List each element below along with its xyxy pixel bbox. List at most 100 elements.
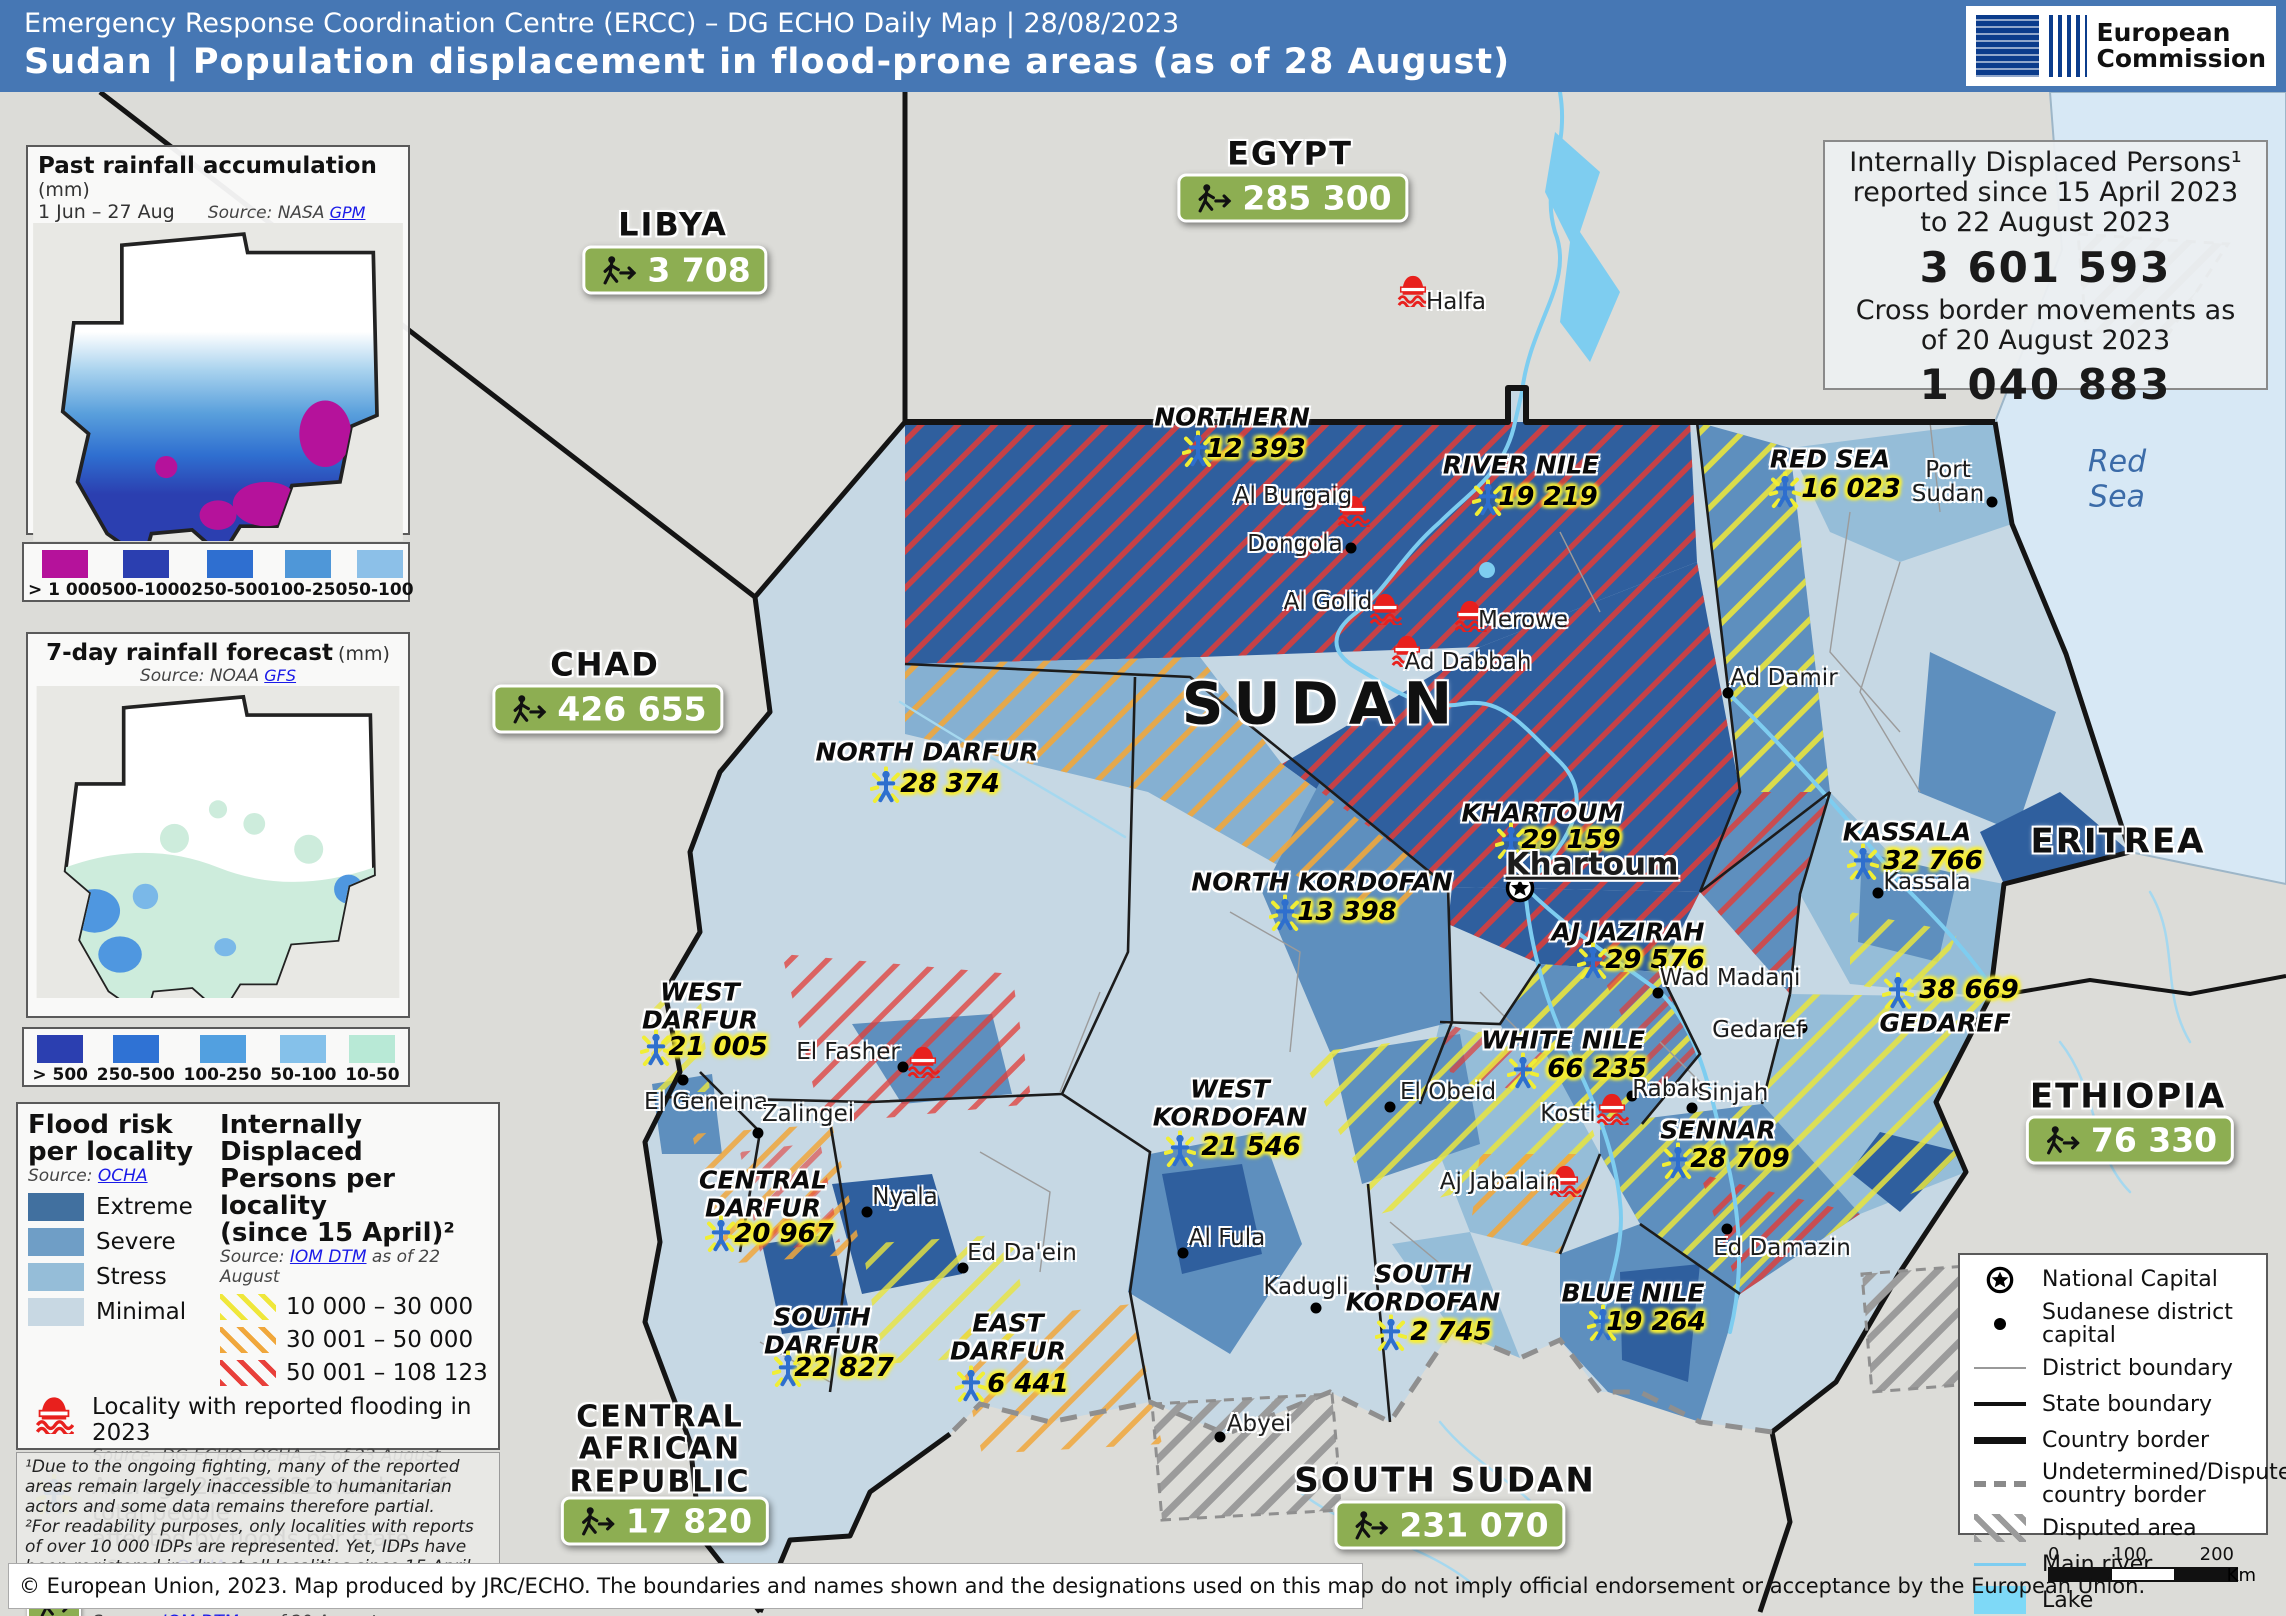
iom-dtm-link[interactable]: IOM DTM xyxy=(289,1247,367,1268)
district-capital-dot xyxy=(677,1074,689,1086)
country-label-chad: CHAD xyxy=(550,645,660,684)
state-label-east-darfur: EAST DARFUR xyxy=(950,1308,1066,1365)
inset-forecast-legend: > 500 250-500 100-250 50-100 10-50 xyxy=(22,1027,410,1087)
city-label-aj-jabalain: Aj Jabalain xyxy=(1439,1168,1561,1195)
city-label-gedaref: Gedaref xyxy=(1712,1016,1804,1043)
inset-past-unit: (mm) xyxy=(38,179,90,201)
district-capital-dot xyxy=(861,1206,873,1218)
cross-border-value-egypt: 285 300 xyxy=(1242,178,1392,218)
state-label-gedaref: GEDAREF xyxy=(1879,1008,2011,1038)
state-affected-sennar: 28 709 xyxy=(1690,1144,1790,1174)
affected-people-icon xyxy=(639,1029,673,1067)
city-label-el-geneina: El Geneina xyxy=(644,1088,768,1115)
idp-legend-title2: Persons per locality xyxy=(220,1164,395,1222)
affected-people-icon xyxy=(1576,942,1610,980)
city-label-kassala: Kassala xyxy=(1883,868,1971,895)
district-capital-dot xyxy=(1796,1022,1808,1034)
district-capital-dot xyxy=(1626,1090,1638,1102)
eu-flag-icon xyxy=(1976,15,2039,77)
country-label-sudan: SUDAN xyxy=(1181,669,1463,738)
district-capital-dot xyxy=(1310,1302,1322,1314)
district-capital-dot xyxy=(1177,1247,1189,1259)
logo-text-line1: European xyxy=(2096,17,2231,47)
cross-border-badge-central-african-republic: 17 820 xyxy=(560,1496,770,1546)
gfs-link[interactable]: GFS xyxy=(264,666,297,685)
scale-bar: 0 100 200 Km xyxy=(2048,1544,2256,1586)
affected-people-icon xyxy=(954,1365,988,1403)
affected-people-icon xyxy=(1586,1304,1620,1342)
ocha-link[interactable]: OCHA xyxy=(97,1166,148,1187)
cross-border-value-ethiopia: 76 330 xyxy=(2090,1120,2218,1160)
district-capital-dot xyxy=(1722,687,1734,699)
country-icon xyxy=(1972,1425,2028,1455)
cross-border-badge-south-sudan: 231 070 xyxy=(1334,1500,1566,1550)
inset-past-rainfall: Past rainfall accumulation (mm) 1 Jun – … xyxy=(26,145,410,563)
district-capital-dot xyxy=(752,1127,764,1139)
city-label-zalingei: Zalingei xyxy=(761,1100,855,1127)
idp-class-10-000-30-000: 10 000 – 30 000 xyxy=(220,1294,488,1321)
idp-class-50-001-108-123: 50 001 – 108 123 xyxy=(220,1360,488,1387)
gpm-link[interactable]: GPM xyxy=(329,203,366,222)
cross-border-badge-egypt: 285 300 xyxy=(1177,173,1409,223)
past-rainfall-legend-item: > 1 000 xyxy=(28,550,101,600)
map-legend-item-national-capital: National Capital xyxy=(1972,1265,2254,1295)
city-label-wad-madani: Wad Madani xyxy=(1659,964,1801,991)
cross-border-badge-chad: 426 655 xyxy=(492,684,724,734)
cross-border-value-central-african-republic: 17 820 xyxy=(625,1501,753,1541)
inset-past-map xyxy=(33,223,403,563)
map-legend-item-country-border: Country border xyxy=(1972,1425,2254,1455)
scale-tick: 0 xyxy=(2048,1544,2060,1565)
city-label-khartoum: Khartoum xyxy=(1505,846,1679,883)
inset-forecast-source: Source: NOAA xyxy=(139,666,260,686)
city-label-sinjah: Sinjah xyxy=(1697,1079,1769,1106)
idp-totals-box: Internally Displaced Persons¹ reported s… xyxy=(1823,140,2268,409)
european-commission-logo: European Commission xyxy=(1966,6,2276,86)
map-legend-item-district-boundary: District boundary xyxy=(1972,1353,2254,1383)
affected-people-icon xyxy=(1846,843,1880,881)
state-label-west-kordofan: WEST KORDOFAN xyxy=(1152,1074,1308,1131)
state-boundaries xyxy=(659,421,1832,1423)
map-legend-item-state-boundary: State boundary xyxy=(1972,1389,2254,1419)
scale-unit: Km xyxy=(2226,1565,2256,1586)
cross-border-value-south-sudan: 231 070 xyxy=(1399,1505,1549,1545)
city-label-ad-dabbah: Ad Dabbah xyxy=(1404,648,1532,675)
city-label-nyala: Nyala xyxy=(872,1183,938,1210)
state-affected-khartoum: 29 159 xyxy=(1521,825,1621,855)
country-label-ethiopia: ETHIOPIA xyxy=(2029,1076,2227,1117)
iom-dtm-link-2[interactable]: IOM DTM xyxy=(162,1612,239,1616)
undetermined-icon xyxy=(1972,1469,2028,1499)
flood-locality-icon xyxy=(1396,273,1431,310)
cross-border-value-chad: 426 655 xyxy=(557,689,707,729)
past-rainfall-legend-item: 100-250 xyxy=(269,550,347,600)
state-label-white-nile: WHITE NILE xyxy=(1481,1025,1645,1055)
flood-risk-class-severe: Severe xyxy=(28,1228,206,1257)
state-affected-west-kordofan: 21 546 xyxy=(1201,1132,1301,1162)
state-affected-red-sea: 16 023 xyxy=(1801,474,1901,504)
footnotes: ¹Due to the ongoing fighting, many of th… xyxy=(16,1452,500,1577)
cross-border-line2: of 20 August 2023 xyxy=(1920,324,2171,356)
state-affected-east-darfur: 6 441 xyxy=(987,1369,1069,1399)
disputed-country-border xyxy=(948,1326,1773,1437)
state-affected-gedaref: 38 669 xyxy=(1919,975,2019,1005)
map-symbol-legend: National Capital Sudanese district capita… xyxy=(1958,1253,2286,1615)
state-label-khartoum: KHARTOUM xyxy=(1461,798,1623,828)
map-legend-item-sudanese-district-capital: Sudanese district capital xyxy=(1972,1301,2254,1347)
forecast-legend-item: > 500 xyxy=(32,1035,88,1085)
map-canvas[interactable]: LIBYA 3 708 EGYPT 285 300 CHAD 426 655 CENTRAL… xyxy=(0,92,2286,1616)
logo-text-line2: Commission xyxy=(2096,44,2267,73)
cross-border-badge-ethiopia: 76 330 xyxy=(2025,1115,2235,1165)
city-label-ed-damazin: Ed Damazin xyxy=(1713,1234,1851,1261)
affected-people-icon xyxy=(1768,471,1802,509)
flood-locality-icon xyxy=(1595,1091,1630,1128)
state-label-south-kordofan: SOUTH KORDOFAN xyxy=(1345,1259,1501,1316)
country-label-egypt: EGYPT xyxy=(1227,134,1353,173)
state-label-west-darfur: WEST DARFUR xyxy=(642,977,758,1034)
affected-people-icon xyxy=(1506,1052,1540,1090)
country-label-central-african-republic: CENTRAL AFRICAN REPUBLIC xyxy=(569,1399,751,1500)
footnote-1: ¹Due to the ongoing fighting, many of th… xyxy=(25,1457,460,1518)
district-capital-dot xyxy=(1384,1101,1396,1113)
state-label-central-darfur: CENTRAL DARFUR xyxy=(699,1165,827,1222)
affected-people-icon xyxy=(1661,1142,1695,1180)
district-capital-dot xyxy=(957,1262,969,1274)
state-affected-west-darfur: 21 005 xyxy=(668,1032,768,1062)
